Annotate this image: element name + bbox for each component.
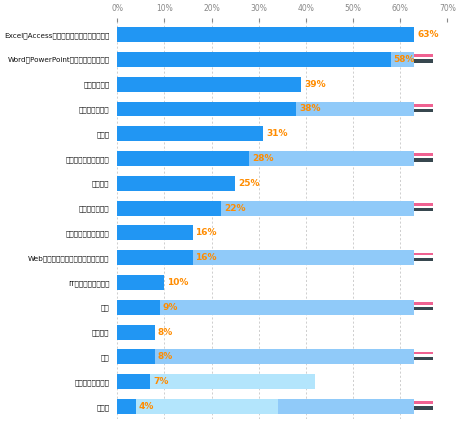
Text: 8%: 8% <box>157 327 173 337</box>
Bar <box>414 253 432 255</box>
Text: 28%: 28% <box>252 154 273 163</box>
Bar <box>117 77 301 92</box>
Text: 58%: 58% <box>393 55 414 64</box>
Bar <box>414 158 432 162</box>
Text: 22%: 22% <box>224 203 245 213</box>
Bar <box>117 275 164 290</box>
Text: 31%: 31% <box>266 129 287 138</box>
Bar <box>117 349 414 364</box>
Bar <box>414 352 432 354</box>
Text: 8%: 8% <box>157 352 173 361</box>
Bar <box>117 250 414 265</box>
Bar <box>414 154 432 156</box>
Bar <box>117 225 192 240</box>
Text: 16%: 16% <box>195 253 217 262</box>
Bar <box>117 201 220 216</box>
Bar <box>414 258 432 261</box>
Text: 4%: 4% <box>139 402 154 411</box>
Bar <box>117 374 150 389</box>
Bar <box>117 102 414 116</box>
Bar <box>414 208 432 211</box>
Bar <box>117 399 136 414</box>
Bar <box>414 109 432 112</box>
Bar <box>414 203 432 206</box>
Bar <box>117 27 414 42</box>
Bar <box>136 399 277 414</box>
Bar <box>414 59 432 63</box>
Bar <box>117 151 249 166</box>
Bar <box>414 302 432 305</box>
Bar <box>414 104 432 107</box>
Bar <box>414 54 432 57</box>
Text: 10%: 10% <box>167 278 188 287</box>
Bar <box>117 300 414 315</box>
Bar <box>414 401 432 404</box>
Text: 25%: 25% <box>237 179 259 188</box>
Text: 7%: 7% <box>153 377 168 386</box>
Bar <box>117 399 414 414</box>
Text: 63%: 63% <box>416 30 438 39</box>
Bar <box>117 126 263 141</box>
Text: 39%: 39% <box>303 80 325 89</box>
Text: 38%: 38% <box>299 104 320 113</box>
Text: 9%: 9% <box>162 303 178 312</box>
Bar <box>414 307 432 310</box>
Bar <box>117 201 414 216</box>
Bar <box>150 374 314 389</box>
Bar <box>414 357 432 360</box>
Bar <box>117 102 296 116</box>
Text: 16%: 16% <box>195 228 217 237</box>
Bar <box>117 250 192 265</box>
Bar <box>117 300 159 315</box>
Bar <box>117 52 414 67</box>
Bar <box>117 349 155 364</box>
Bar <box>414 406 432 409</box>
Bar <box>117 52 390 67</box>
Bar <box>117 176 235 191</box>
Bar <box>117 151 414 166</box>
Bar <box>117 324 155 340</box>
